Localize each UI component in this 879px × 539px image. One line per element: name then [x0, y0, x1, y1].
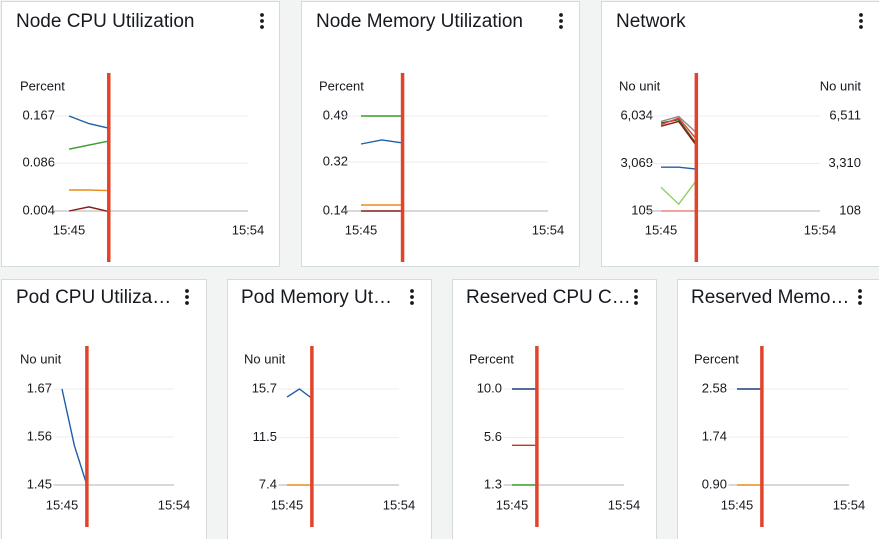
- menu-dot[interactable]: [634, 295, 638, 299]
- menu-dot[interactable]: [410, 289, 414, 293]
- y-tick-label: 1.3: [484, 476, 502, 491]
- menu-dot[interactable]: [634, 301, 638, 305]
- series-line: [69, 189, 109, 192]
- menu-dot[interactable]: [185, 295, 189, 299]
- y-tick-label: 0.086: [22, 155, 55, 170]
- y-tick-label: 0.49: [323, 107, 348, 122]
- series-line: [61, 388, 88, 486]
- series-line: [660, 117, 697, 140]
- y2-tick-label: 3,310: [828, 155, 861, 170]
- y-axis-label: No unit: [244, 351, 286, 366]
- y-tick-label: 11.5: [253, 429, 277, 444]
- series-line: [360, 139, 403, 145]
- panel: [1, 1, 280, 267]
- menu-dot[interactable]: [260, 25, 264, 29]
- x-tick-label: 15:45: [345, 222, 378, 237]
- y-axis-label: Percent: [20, 78, 65, 93]
- menu-dot[interactable]: [859, 19, 863, 23]
- y-tick-label: 0.90: [702, 476, 727, 491]
- y-axis-label: Percent: [469, 351, 514, 366]
- panel-title: Reserved CPU C…: [466, 287, 631, 308]
- series-line: [68, 140, 109, 150]
- y-tick-label: 5.6: [484, 429, 502, 444]
- panel-title: Pod Memory Ut…: [241, 287, 392, 308]
- x-tick-label: 15:45: [271, 497, 304, 512]
- menu-dot[interactable]: [559, 19, 563, 23]
- y-tick-label: 7.4: [259, 476, 277, 491]
- y-tick-label: 1.56: [27, 428, 52, 443]
- panel-title: Pod CPU Utiliza…: [16, 287, 171, 308]
- menu-dot[interactable]: [858, 295, 862, 299]
- x-tick-label: 15:54: [833, 497, 866, 512]
- menu-dot[interactable]: [858, 289, 862, 293]
- panel: [601, 1, 879, 267]
- menu-dot[interactable]: [410, 301, 414, 305]
- x-tick-label: 15:45: [496, 497, 529, 512]
- menu-dot[interactable]: [260, 13, 264, 17]
- x-tick-label: 15:45: [53, 222, 86, 237]
- y-tick-label: 1.67: [27, 380, 52, 395]
- panel: [677, 279, 879, 539]
- panel: [452, 279, 657, 539]
- menu-dot[interactable]: [858, 301, 862, 305]
- y2-tick-label: 6,511: [829, 107, 861, 122]
- menu-dot[interactable]: [559, 25, 563, 29]
- menu-dot[interactable]: [410, 295, 414, 299]
- y-tick-label: 0.004: [22, 202, 55, 217]
- menu-dot[interactable]: [859, 13, 863, 17]
- x-tick-label: 15:54: [383, 497, 416, 512]
- menu-dot[interactable]: [634, 289, 638, 293]
- y-tick-label: 3,069: [620, 155, 653, 170]
- x-tick-label: 15:54: [804, 222, 837, 237]
- y-tick-label: 0.32: [323, 154, 348, 169]
- y-tick-label: 2.58: [702, 380, 727, 395]
- menu-dot[interactable]: [859, 25, 863, 29]
- series-line: [68, 115, 109, 129]
- y2-tick-label: 108: [839, 202, 861, 217]
- panel-title: Node CPU Utilization: [16, 11, 194, 32]
- series-line: [286, 388, 313, 399]
- y-axis-label: No unit: [20, 351, 62, 366]
- y-tick-label: 15.7: [252, 380, 277, 395]
- series-line: [660, 115, 697, 134]
- y-tick-label: 10.0: [477, 380, 502, 395]
- y-tick-label: 6,034: [620, 107, 653, 122]
- menu-dot[interactable]: [185, 301, 189, 305]
- y2-axis-label: No unit: [820, 78, 862, 93]
- menu-dot[interactable]: [185, 289, 189, 293]
- panel-title: Reserved Memo…: [691, 287, 849, 308]
- y-axis-label: No unit: [619, 78, 661, 93]
- panel: [301, 1, 580, 267]
- x-tick-label: 15:45: [46, 497, 79, 512]
- panel-title: Network: [616, 11, 686, 32]
- menu-dot[interactable]: [559, 13, 563, 17]
- y-tick-label: 0.167: [22, 107, 55, 122]
- x-tick-label: 15:45: [645, 222, 678, 237]
- x-tick-label: 15:54: [532, 222, 565, 237]
- y-axis-label: Percent: [694, 351, 739, 366]
- panel: [1, 279, 207, 539]
- panel: [227, 279, 432, 539]
- y-tick-label: 1.74: [702, 428, 727, 443]
- menu-dot[interactable]: [260, 19, 264, 23]
- y-axis-label: Percent: [319, 78, 364, 93]
- series-line: [68, 206, 109, 213]
- series-line: [661, 166, 697, 170]
- x-tick-label: 15:54: [608, 497, 641, 512]
- series-line: [660, 120, 697, 146]
- y-tick-label: 0.14: [323, 202, 348, 217]
- x-tick-label: 15:54: [158, 497, 191, 512]
- y-tick-label: 105: [631, 202, 653, 217]
- panel-title: Node Memory Utilization: [316, 11, 523, 32]
- x-tick-label: 15:45: [721, 497, 754, 512]
- series-line: [660, 180, 697, 206]
- x-tick-label: 15:54: [232, 222, 265, 237]
- y-tick-label: 1.45: [27, 476, 52, 491]
